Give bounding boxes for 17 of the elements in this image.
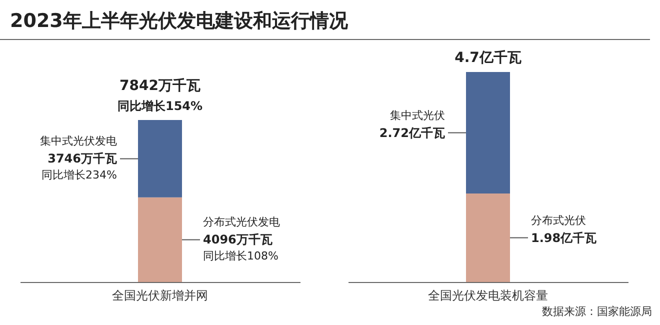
text: 同比增长108% [203,250,278,263]
data-label: 2.72亿千瓦 [379,126,445,140]
data-label: 4096万千瓦 [203,232,272,247]
total-label: 7842万千瓦 [120,77,200,94]
x-tick-label: 全国光伏新增并网 [112,288,208,302]
data-label: 3746万千瓦 [48,152,117,166]
total-label: 4.7亿千瓦 [454,49,522,66]
series-label: 集中式光伏发电 [40,134,117,148]
chart-title: 2023年上半年光伏发电建设和运行情况 [0,0,650,40]
source-note: 数据来源：国家能源局 [542,305,652,318]
series-label: 分布式光伏发电 [203,216,280,229]
text: 同比增长234% [42,168,117,182]
data-label: 1.98亿千瓦 [531,230,597,245]
x-tick-label: 全国光伏发电装机容量 [428,288,548,302]
text: 同比增长154% [117,99,203,113]
series-label: 集中式光伏 [390,108,445,122]
series-label: 分布式光伏 [531,214,586,227]
